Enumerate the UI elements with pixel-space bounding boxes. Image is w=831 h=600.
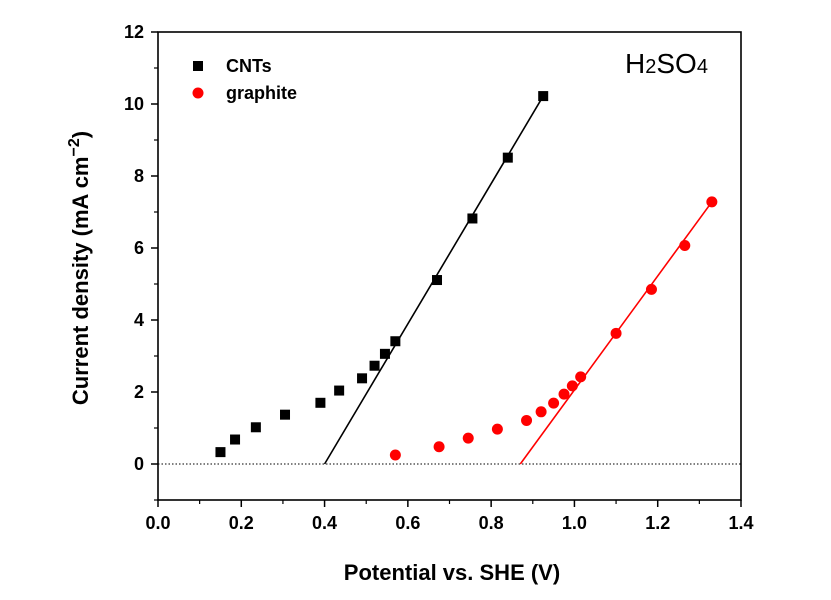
y-tick-label: 0	[134, 454, 144, 474]
graphite-point	[521, 414, 533, 426]
graphite-point	[491, 423, 503, 435]
x-axis-title: Potential vs. SHE (V)	[344, 560, 560, 585]
graphite-point	[548, 397, 560, 409]
graphite-legend-marker	[192, 87, 204, 99]
y-tick-label: 12	[124, 22, 144, 42]
x-tick-label: 1.2	[645, 513, 670, 533]
cnts-point	[250, 422, 261, 433]
y-tick-label: 6	[134, 238, 144, 258]
graphite-point	[535, 406, 547, 418]
cnts-point	[538, 91, 549, 102]
graphite-point	[462, 432, 474, 444]
graphite-point	[645, 283, 657, 295]
cnts-point	[432, 275, 443, 286]
y-tick-label: 8	[134, 166, 144, 186]
graphite-point	[389, 449, 401, 461]
cnts-legend-label: CNTs	[226, 56, 272, 76]
graphite-point	[610, 327, 622, 339]
cnts-legend-marker	[193, 61, 203, 71]
cnts-point	[230, 434, 241, 445]
y-tick-label: 10	[124, 94, 144, 114]
graphite-point	[558, 388, 570, 400]
graphite-point	[706, 196, 718, 208]
electrolyte-annotation: H2SO4	[625, 48, 708, 79]
x-tick-label: 0.6	[395, 513, 420, 533]
y-tick-label: 2	[134, 382, 144, 402]
graphite-legend-label: graphite	[226, 83, 297, 103]
graphite-point	[566, 380, 578, 392]
cnts-point	[315, 397, 326, 408]
x-tick-label: 0.4	[312, 513, 337, 533]
x-tick-label: 1.4	[728, 513, 753, 533]
x-tick-label: 1.0	[562, 513, 587, 533]
legend: CNTs graphite	[192, 56, 297, 103]
graphite-point	[679, 239, 691, 251]
x-tick-label: 0.0	[145, 513, 170, 533]
graphite-point	[433, 441, 445, 453]
cnts-point	[390, 336, 401, 347]
cnts-point	[215, 447, 226, 458]
cnts-point	[369, 360, 380, 371]
cnts-point	[334, 385, 345, 396]
x-tick-label: 0.2	[229, 513, 254, 533]
graphite-point	[575, 371, 587, 383]
x-tick-label: 0.8	[479, 513, 504, 533]
cnts-point	[357, 373, 368, 384]
y-tick-label: 4	[134, 310, 144, 330]
cnts-point	[467, 213, 478, 224]
cnts-point	[502, 152, 513, 163]
cnts-point	[280, 409, 291, 420]
cnts-point	[379, 348, 390, 359]
y-axis-title: Current density (mA cm−2)	[66, 131, 93, 405]
